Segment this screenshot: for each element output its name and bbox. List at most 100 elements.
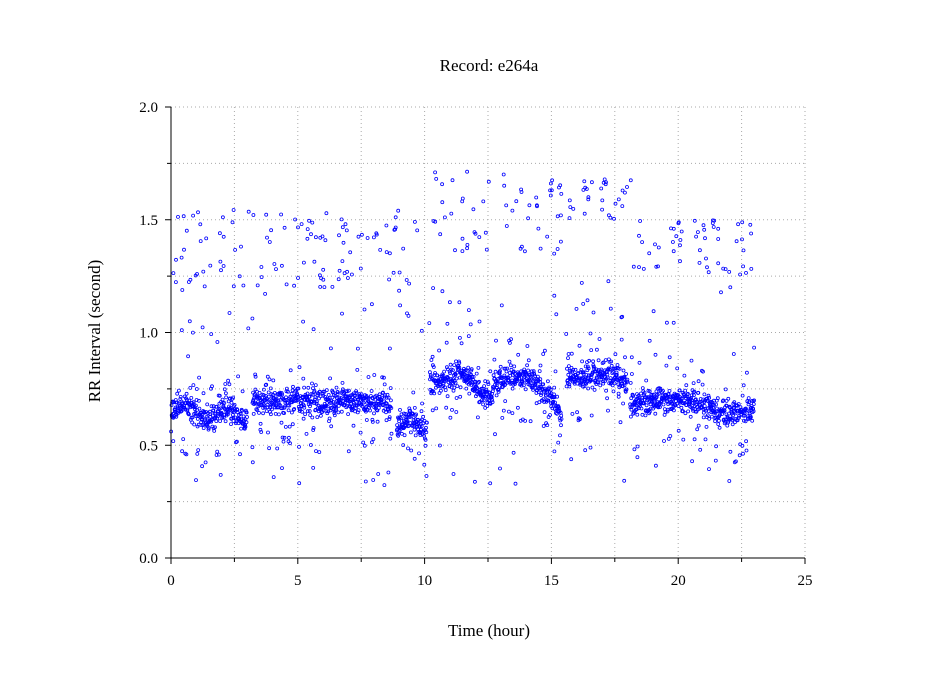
rr-point (624, 387, 629, 392)
rr-point (723, 267, 728, 272)
rr-point (525, 363, 529, 368)
rr-point (281, 439, 286, 444)
rr-point (545, 423, 550, 428)
rr-point (533, 383, 538, 388)
rr-point (427, 321, 432, 326)
rr-point (498, 369, 502, 373)
rr-point (617, 366, 622, 371)
rr-point (313, 383, 318, 388)
rr-point (307, 394, 312, 399)
rr-point (280, 392, 285, 397)
rr-point (310, 220, 315, 225)
rr-point (432, 391, 437, 396)
rr-point (570, 411, 575, 416)
rr-point (676, 404, 681, 409)
rr-point (748, 416, 752, 420)
rr-point (244, 410, 249, 415)
rr-point (444, 340, 449, 345)
rr-point (692, 437, 697, 442)
rr-point (423, 443, 428, 448)
rr-point (510, 411, 515, 416)
rr-point (421, 428, 426, 433)
y-tick-label: 2.0 (139, 100, 158, 116)
rr-point (266, 390, 271, 395)
rr-point (411, 417, 416, 422)
rr-point (608, 367, 612, 372)
rr-point (305, 227, 310, 232)
rr-point (365, 236, 370, 240)
rr-point (369, 389, 374, 393)
rr-point (334, 385, 339, 390)
rr-point (606, 408, 610, 413)
rr-point (521, 375, 526, 380)
rr-point (193, 403, 198, 408)
rr-point (715, 396, 720, 401)
rr-point (477, 235, 482, 240)
rr-point (184, 391, 189, 396)
rr-point (433, 371, 438, 375)
rr-point (534, 195, 539, 200)
rr-point (523, 249, 527, 254)
rr-point (371, 437, 376, 442)
rr-point (288, 368, 293, 373)
rr-point (454, 359, 458, 364)
rr-point (450, 178, 455, 183)
rr-point (612, 216, 616, 221)
rr-point (676, 428, 681, 433)
rr-point (387, 251, 392, 256)
rr-point (250, 445, 255, 450)
rr-point (313, 395, 318, 400)
rr-point (432, 373, 437, 377)
rr-point (362, 443, 367, 448)
rr-point (180, 288, 185, 292)
rr-point (284, 282, 289, 287)
rr-point (583, 364, 588, 369)
rr-point (299, 398, 304, 403)
rr-point (268, 386, 273, 391)
rr-point (317, 389, 322, 394)
rr-point (548, 188, 552, 193)
rr-point (266, 430, 270, 435)
rr-point (407, 281, 412, 286)
rr-point (710, 402, 715, 407)
rr-point (305, 409, 310, 414)
rr-point (712, 403, 716, 408)
rr-point (218, 472, 223, 477)
rr-point (498, 364, 503, 369)
rr-point (228, 396, 233, 401)
y-tick-label: 0.5 (139, 438, 158, 454)
rr-point (546, 398, 551, 403)
rr-point (200, 464, 205, 469)
rr-point (619, 337, 624, 342)
rr-point (522, 383, 526, 388)
rr-point (493, 369, 498, 374)
rr-point (218, 259, 223, 264)
rr-point (265, 374, 270, 379)
rr-point (287, 403, 292, 408)
rr-point (272, 262, 277, 266)
rr-point (397, 288, 402, 293)
rr-point (393, 215, 398, 220)
rr-point (584, 381, 589, 386)
rr-point (332, 411, 337, 416)
rr-point (707, 467, 711, 472)
rr-point (317, 273, 322, 278)
rr-point (711, 225, 716, 229)
rr-point (740, 237, 744, 242)
rr-point (466, 365, 471, 370)
rr-point (751, 406, 755, 411)
rr-point (591, 363, 596, 367)
rr-point (566, 352, 571, 356)
rr-point (538, 363, 543, 368)
rr-point (424, 474, 429, 478)
rr-point (642, 391, 647, 395)
rr-point (496, 387, 501, 392)
rr-point (745, 370, 749, 375)
rr-point (417, 451, 421, 456)
rr-point (429, 358, 434, 362)
rr-point (261, 393, 266, 398)
rr-point (526, 216, 530, 221)
rr-point (661, 402, 666, 407)
rr-point (186, 354, 191, 359)
rr-point (280, 406, 285, 411)
